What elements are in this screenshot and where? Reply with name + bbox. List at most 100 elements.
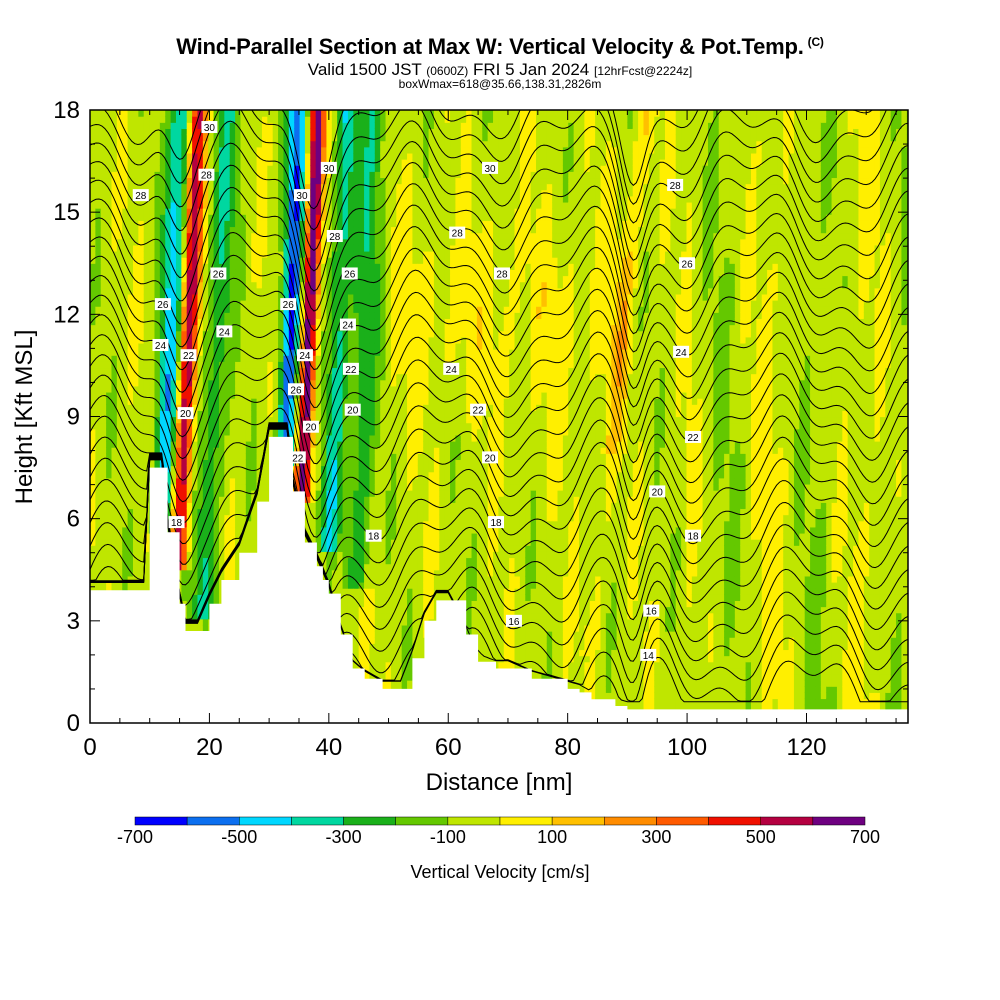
field-cell xyxy=(347,220,354,228)
field-cell xyxy=(170,453,177,461)
field-cell xyxy=(197,422,204,430)
field-cell xyxy=(170,159,177,166)
field-cell xyxy=(208,226,215,234)
field-cell xyxy=(116,539,123,546)
field-cell xyxy=(197,496,204,503)
field-cell xyxy=(95,257,102,264)
field-cell xyxy=(261,300,268,307)
field-cell xyxy=(235,226,242,234)
field-cell xyxy=(272,281,279,289)
field-cell xyxy=(138,300,145,307)
field-cell xyxy=(229,545,236,552)
field-cell xyxy=(342,159,349,166)
field-cell xyxy=(267,220,274,228)
field-cell xyxy=(224,116,231,123)
field-cell xyxy=(213,232,220,240)
field-cell xyxy=(159,159,166,166)
field-cell xyxy=(310,385,317,393)
field-cell xyxy=(326,134,333,142)
field-cell xyxy=(159,361,166,369)
field-cell xyxy=(106,398,113,405)
field-cell xyxy=(122,416,129,424)
field-cell xyxy=(138,275,145,283)
field-cell xyxy=(197,624,204,632)
field-cell xyxy=(213,557,220,565)
field-cell xyxy=(218,220,225,228)
field-cell xyxy=(310,128,317,136)
field-cell xyxy=(143,116,150,123)
field-cell xyxy=(224,208,231,215)
field-cell xyxy=(127,146,134,154)
field-cell xyxy=(100,287,107,295)
field-cell xyxy=(186,293,193,301)
valid-date: FRI 5 Jan 2024 xyxy=(473,60,590,79)
field-cell xyxy=(202,606,209,614)
field-cell xyxy=(310,122,317,129)
field-cell xyxy=(100,257,107,264)
field-cell xyxy=(132,490,139,497)
field-cell xyxy=(132,226,139,234)
field-cell xyxy=(132,171,139,179)
field-cell xyxy=(245,410,252,418)
field-cell xyxy=(95,557,102,565)
field-cell xyxy=(116,312,123,320)
field-cell xyxy=(218,441,225,448)
field-cell xyxy=(138,128,145,136)
field-cell xyxy=(138,526,145,534)
field-cell xyxy=(224,514,231,522)
field-cell xyxy=(127,275,134,283)
field-cell xyxy=(165,269,172,277)
field-cell xyxy=(245,318,252,326)
field-cell xyxy=(175,477,182,485)
field-cell xyxy=(310,165,317,172)
field-cell xyxy=(256,385,263,393)
field-cell xyxy=(256,361,263,369)
field-cell xyxy=(197,232,204,240)
field-cell xyxy=(90,183,96,191)
field-cell xyxy=(175,385,182,393)
field-cell xyxy=(154,189,161,197)
field-cell xyxy=(175,373,182,381)
field-cell xyxy=(127,465,134,473)
field-cell xyxy=(197,551,204,559)
field-cell xyxy=(149,349,156,356)
field-cell xyxy=(353,624,360,632)
field-cell xyxy=(208,398,215,405)
field-cell xyxy=(100,306,107,313)
field-cell xyxy=(347,545,354,552)
field-cell xyxy=(235,110,242,117)
field-cell xyxy=(224,226,231,234)
field-cell xyxy=(342,293,349,301)
field-cell xyxy=(132,447,139,454)
field-cell xyxy=(240,434,247,442)
field-cell xyxy=(165,226,172,234)
field-cell xyxy=(170,263,177,270)
field-cell xyxy=(116,508,123,516)
field-cell xyxy=(170,134,177,142)
field-cell xyxy=(229,195,236,203)
field-cell xyxy=(202,624,209,632)
field-cell xyxy=(122,490,129,497)
field-cell xyxy=(218,171,225,179)
field-cell xyxy=(310,238,317,246)
field-cell xyxy=(256,318,263,326)
field-cell xyxy=(170,152,177,160)
field-cell xyxy=(106,514,113,522)
field-cell xyxy=(202,588,209,595)
field-cell xyxy=(235,293,242,301)
field-cell xyxy=(154,134,161,142)
field-cell xyxy=(138,287,145,295)
field-cell xyxy=(132,201,139,209)
field-cell xyxy=(208,471,215,479)
field-cell xyxy=(245,483,252,491)
field-cell xyxy=(100,379,107,387)
field-cell xyxy=(95,183,102,191)
field-cell xyxy=(132,208,139,215)
field-cell xyxy=(132,545,139,552)
field-cell xyxy=(208,238,215,246)
field-cell xyxy=(127,367,134,375)
field-cell xyxy=(245,208,252,215)
field-cell xyxy=(202,250,209,258)
field-cell xyxy=(315,447,322,454)
field-cell xyxy=(100,428,107,436)
